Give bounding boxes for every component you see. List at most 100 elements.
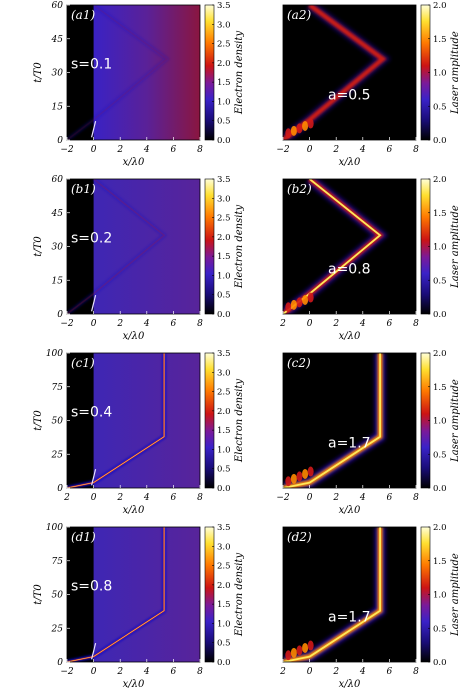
x-tick-label: 8 — [197, 493, 203, 503]
colorbar-tick-label: 2.0 — [217, 407, 231, 417]
colorbar-tick-label: 1.0 — [433, 69, 447, 79]
colorbar-tick-label: 3.5 — [217, 523, 231, 533]
y-tick-label: 25 — [51, 624, 64, 634]
colorbar-tick-label: 3.0 — [217, 194, 231, 204]
x-tick-label: 2 — [116, 493, 123, 503]
plasma-region — [93, 5, 200, 140]
y-tick-label: 30 — [52, 243, 64, 253]
plasma-region — [93, 527, 200, 662]
colorbar-tick-label: 2.0 — [433, 175, 447, 185]
x-tick-label: 6 — [387, 145, 393, 155]
y-axis-label: t/T0 — [33, 62, 44, 83]
plot-area — [283, 5, 416, 140]
y-tick-label: 0 — [57, 310, 63, 320]
density-peak-line — [67, 353, 165, 488]
parameter-annotation: a=1.7 — [328, 436, 371, 452]
plot-frame — [282, 352, 417, 489]
pulse-blob — [285, 128, 292, 139]
x-axis-label: x/λ0 — [123, 505, 145, 516]
y-tick-label: 75 — [52, 557, 64, 567]
colorbar-tick-label: 0.5 — [217, 291, 231, 301]
colorbar — [204, 352, 215, 489]
panel-b1: −2 0 2 4 6 8x/λ0015304560t/T0(b1)s=0.20.00.51… — [33, 175, 245, 342]
colorbar-tick-label: 2.5 — [217, 214, 231, 224]
colorbar-tick-label: 0.5 — [217, 639, 231, 649]
entry-spike — [91, 468, 97, 486]
colorbar-tick-label: 1.0 — [433, 591, 447, 601]
x-axis-label: x/λ0 — [339, 331, 361, 342]
density-spike-line — [67, 179, 166, 314]
x-tick-label: 2 — [63, 493, 70, 503]
x-tick-label: 2 — [116, 145, 123, 155]
pulse-blob — [285, 476, 292, 487]
colorbar-tick-label: 2.5 — [217, 388, 231, 398]
x-tick-label: −2 — [60, 667, 74, 677]
colorbar-tick-label: 2.0 — [433, 1, 447, 11]
x-tick-label: 4 — [359, 319, 366, 329]
colorbar-tick-label: 3.0 — [217, 542, 231, 552]
plot-frame — [282, 526, 417, 663]
colorbar-tick-label: 0.0 — [433, 136, 447, 146]
plot-area — [67, 179, 200, 314]
pulse-blob — [302, 642, 309, 653]
colorbar-tick-label: 2.5 — [217, 40, 231, 50]
y-axis-label: t/T0 — [33, 236, 44, 257]
parameter-annotation: a=0.8 — [328, 262, 371, 278]
colorbar — [204, 178, 215, 315]
panel-label: (d2) — [287, 530, 312, 544]
pulse-blob — [296, 297, 303, 308]
plot-frame — [282, 4, 417, 141]
x-tick-label: 0 — [307, 145, 313, 155]
colorbar-tick-label: 1.0 — [217, 271, 231, 281]
colorbar-tick-label: 0.5 — [217, 465, 231, 475]
y-tick-label: 30 — [52, 69, 64, 79]
pulse-blob — [285, 650, 292, 661]
panel-b2: 2 0 2 4 6 8 x/λ0 (b2) a=0.8 0.0 0.5 1.0 1.5 2.0 Laser … — [279, 175, 461, 342]
colorbar-tick-label: 1.5 — [433, 209, 447, 219]
plot-area — [283, 527, 416, 662]
y-tick-label: 60 — [52, 1, 64, 11]
x-tick-label: 6 — [387, 493, 393, 503]
x-axis-label: x/λ0 — [339, 505, 361, 516]
pulse-blob — [302, 120, 309, 131]
colorbar-tick-label: 3.5 — [217, 1, 231, 11]
colorbar-tick-label: 0.0 — [433, 658, 447, 668]
colorbar-tick-label: 0.0 — [217, 484, 231, 494]
x-tick-label: 8 — [413, 667, 419, 677]
colorbar-tick-label: 1.5 — [217, 426, 231, 436]
y-tick-label: 45 — [51, 35, 64, 45]
y-tick-label: 45 — [51, 209, 64, 219]
y-axis-label: t/T0 — [33, 584, 44, 605]
plot-frame — [282, 178, 417, 315]
entry-spike — [91, 120, 97, 138]
panel-c2: −2 0 2 4 6 8 x/λ0 (c2) a=1.7 0.0 0.5 1.0 1.5 2.0 Laser… — [276, 349, 461, 516]
parameter-annotation: s=0.1 — [71, 56, 112, 72]
colorbar-tick-label: 0.5 — [217, 117, 231, 127]
density-spike-line — [67, 5, 169, 140]
plot-area — [283, 353, 416, 488]
entry-spike — [91, 642, 97, 660]
colorbar-label: Laser amplitude — [450, 553, 461, 637]
parameter-annotation: s=0.4 — [71, 404, 112, 420]
colorbar-tick-label: 1.5 — [433, 383, 447, 393]
x-tick-label: 0 — [307, 319, 313, 329]
x-tick-label: −2 — [276, 145, 290, 155]
x-tick-label: 2 — [279, 319, 286, 329]
parameter-annotation: s=0.8 — [71, 578, 112, 594]
x-axis-label: x/λ0 — [339, 157, 361, 168]
parameter-annotation: a=1.7 — [328, 610, 371, 626]
colorbar-tick-label: 1.0 — [433, 417, 447, 427]
pulse-blob — [290, 647, 297, 658]
y-tick-label: 50 — [52, 591, 64, 601]
x-tick-label: 8 — [197, 319, 203, 329]
panel-label: (c1) — [71, 356, 95, 370]
plot-area — [67, 5, 200, 140]
laser-peak — [283, 353, 381, 488]
x-tick-label: 2 — [332, 493, 339, 503]
x-tick-label: 6 — [171, 493, 177, 503]
colorbar-label: Laser amplitude — [450, 205, 461, 289]
colorbar-tick-label: 0.0 — [217, 658, 231, 668]
colorbar-tick-label: 3.5 — [217, 349, 231, 359]
y-tick-label: 25 — [51, 450, 64, 460]
x-tick-label: 4 — [359, 493, 366, 503]
